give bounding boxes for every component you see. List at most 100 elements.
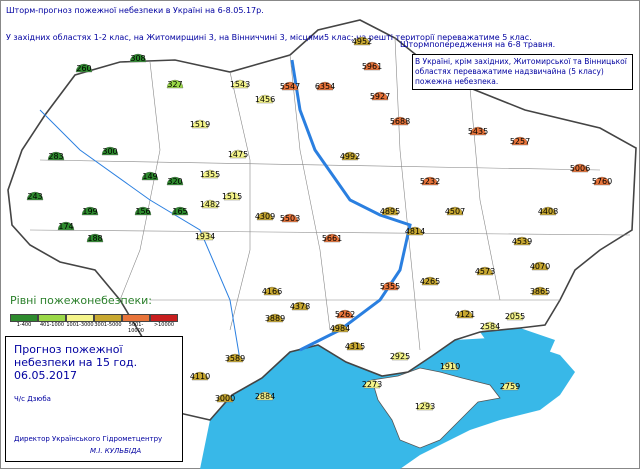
station-value: 1482 (200, 200, 220, 209)
station-value: 2273 (362, 380, 382, 389)
station-value: 1515 (222, 192, 242, 201)
station-value: 1934 (195, 232, 215, 241)
station-marker (57, 221, 75, 231)
station-marker (266, 313, 284, 323)
station-marker (201, 199, 219, 209)
legend-item: 401-1000 (38, 314, 66, 334)
director-name: М.І. КУЛЬБІДА (90, 447, 142, 455)
station-marker (223, 191, 241, 201)
station-marker (231, 79, 249, 89)
station-value: 4110 (190, 372, 210, 381)
legend-swatch (10, 314, 38, 322)
director: Директор Українського Гідрометцентру (14, 435, 163, 443)
station-value: 1910 (440, 362, 460, 371)
station-marker (593, 176, 611, 186)
station-marker (256, 211, 274, 221)
info-box: Прогноз пожежної небезпеки на 15 год. 06… (5, 336, 183, 462)
station-value: 5927 (370, 92, 390, 101)
station-marker (256, 94, 274, 104)
legend-swatch (94, 314, 122, 322)
station-value: 4992 (340, 152, 360, 161)
station-value: 1475 (228, 150, 248, 159)
station-value: 2584 (480, 322, 500, 331)
header-title: Шторм-прогноз пожежної небезпеки в Украї… (6, 6, 264, 15)
station-value: 5760 (592, 177, 612, 186)
station-marker (353, 36, 371, 46)
station-value: 260 (76, 64, 91, 73)
station-value: 5547 (280, 82, 300, 91)
legend-label: 5001-10000 (128, 322, 144, 334)
station-marker (166, 176, 184, 186)
station-value: 4070 (530, 262, 550, 271)
legend-label: 1-400 (16, 322, 32, 328)
station-marker (263, 286, 281, 296)
station-value: 320 (167, 177, 182, 186)
station-marker (336, 309, 354, 319)
station-marker (363, 61, 381, 71)
station-value: 4121 (455, 310, 475, 319)
station-value: 1293 (415, 402, 435, 411)
station-value: 2884 (255, 392, 275, 401)
station-marker (441, 361, 459, 371)
station-value: 4265 (420, 277, 440, 286)
legend-swatch (38, 314, 66, 322)
station-value: 4408 (538, 207, 558, 216)
station-marker (75, 63, 93, 73)
station-value: 1456 (255, 95, 275, 104)
station-marker (481, 321, 499, 331)
station-marker (281, 213, 299, 223)
station-marker (256, 391, 274, 401)
station-value: 283 (48, 152, 63, 161)
station-marker (141, 171, 159, 181)
station-value: 5355 (380, 282, 400, 291)
station-marker (506, 311, 524, 321)
station-marker (229, 149, 247, 159)
legend-title: Рівні пожежонебезпеки: (10, 294, 152, 307)
station-marker (191, 371, 209, 381)
station-value: 4315 (345, 342, 365, 351)
station-marker (281, 81, 299, 91)
legend-item: 1001-3000 (66, 314, 94, 334)
station-marker (134, 206, 152, 216)
station-marker (47, 151, 65, 161)
dnipro-river (290, 59, 412, 352)
station-value: 1355 (200, 170, 220, 179)
station-value: 308 (130, 54, 145, 63)
station-value: 4507 (445, 207, 465, 216)
station-value: 2055 (505, 312, 525, 321)
header-summary: У західних областях 1-2 клас, на Житомир… (6, 33, 532, 42)
station-value: 1519 (190, 120, 210, 129)
legend-label: 3001-5000 (94, 322, 122, 328)
legend-label: >10000 (153, 322, 175, 328)
legend-swatch (150, 314, 178, 322)
station-value: 3000 (215, 394, 235, 403)
station-marker (166, 79, 184, 89)
station-marker (469, 126, 487, 136)
station-marker (511, 136, 529, 146)
station-value: 300 (102, 147, 117, 156)
station-marker (86, 233, 104, 243)
station-marker (416, 401, 434, 411)
station-marker (421, 176, 439, 186)
station-value: 4895 (380, 207, 400, 216)
legend-label: 401-1000 (39, 322, 65, 328)
station-value: 165 (172, 207, 187, 216)
legend-swatch (122, 314, 150, 322)
station-marker (513, 236, 531, 246)
station-marker (421, 276, 439, 286)
station-marker (171, 206, 189, 216)
station-marker (346, 341, 364, 351)
station-marker (446, 206, 464, 216)
station-marker (391, 116, 409, 126)
warning-title: Штормпопередження на 6-8 травня. (400, 40, 555, 49)
station-marker (323, 233, 341, 243)
station-value: 4539 (512, 237, 532, 246)
station-value: 156 (135, 207, 150, 216)
station-value: 4378 (290, 302, 310, 311)
station-value: 5661 (322, 234, 342, 243)
azov-sea (480, 328, 555, 356)
station-value: 4166 (262, 287, 282, 296)
station-value: 4309 (255, 212, 275, 221)
crimea (371, 367, 501, 449)
station-value: 174 (58, 222, 73, 231)
